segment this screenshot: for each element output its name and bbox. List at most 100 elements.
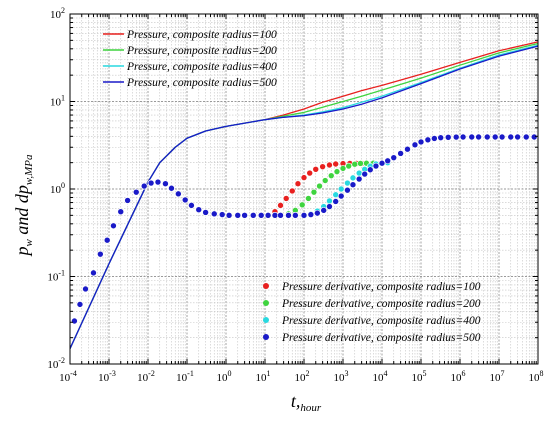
derivative-point bbox=[288, 187, 296, 195]
tick-base: 10 bbox=[490, 372, 502, 384]
derivative-point bbox=[507, 133, 515, 141]
derivative-point bbox=[310, 188, 318, 196]
derivative-point bbox=[372, 162, 380, 170]
tick-base: 10 bbox=[98, 372, 110, 384]
tick-base: 10 bbox=[256, 372, 268, 384]
derivative-point bbox=[305, 195, 312, 202]
x-tick-label: 10-3 bbox=[98, 369, 116, 384]
derivative-point bbox=[188, 202, 195, 209]
legend-label: Pressure, composite radius=500 bbox=[126, 77, 277, 89]
derivative-markers bbox=[71, 133, 538, 325]
legend-label: Pressure, composite radius=100 bbox=[126, 29, 277, 41]
derivative-point bbox=[257, 212, 265, 219]
tick-base: 10 bbox=[50, 184, 62, 196]
legend-derivative: Pressure derivative, composite radius=10… bbox=[263, 281, 481, 344]
derivative-point bbox=[234, 212, 242, 219]
derivative-point bbox=[312, 165, 320, 173]
derivative-point bbox=[355, 169, 363, 177]
derivative-point bbox=[300, 212, 308, 219]
legend-label: Pressure derivative, composite radius=10… bbox=[281, 281, 481, 293]
derivative-point bbox=[339, 165, 347, 172]
tick-labels: 10-4 10-3 10-2 10-1 100 101 102 103 104 105 106 107… bbox=[47, 6, 543, 384]
tick-exponent: 7 bbox=[501, 369, 505, 378]
tick-base: 10 bbox=[295, 372, 307, 384]
legend-marker-swatch bbox=[263, 317, 269, 323]
tick-exponent: -1 bbox=[187, 369, 194, 378]
y-axis-title: pw and dpw,MPa bbox=[12, 154, 35, 257]
pressure-line-4 bbox=[69, 45, 539, 349]
x-tick-label: 108 bbox=[529, 369, 544, 384]
derivative-point bbox=[344, 179, 351, 187]
derivative-point bbox=[332, 198, 340, 205]
tick-exponent: 8 bbox=[540, 369, 544, 378]
derivative-point bbox=[483, 133, 491, 141]
legend-label: Pressure, composite radius=400 bbox=[126, 61, 277, 73]
derivative-point bbox=[326, 161, 333, 169]
y-axis-title-main: p bbox=[12, 247, 32, 258]
tick-base: 10 bbox=[47, 272, 59, 284]
derivative-point bbox=[271, 212, 279, 219]
derivative-point bbox=[314, 209, 321, 217]
tick-base: 10 bbox=[50, 9, 62, 21]
derivative-point bbox=[97, 250, 104, 258]
derivative-point bbox=[285, 212, 292, 219]
axis-ticks bbox=[69, 13, 539, 365]
derivative-point bbox=[349, 181, 357, 188]
derivative-point bbox=[333, 168, 341, 175]
derivative-point bbox=[249, 212, 257, 219]
tick-exponent: -1 bbox=[58, 269, 65, 278]
derivative-point bbox=[264, 212, 272, 219]
tick-exponent: 0 bbox=[228, 369, 232, 378]
x-tick-label: 102 bbox=[295, 369, 310, 384]
x-tick-label: 100 bbox=[217, 369, 232, 384]
derivative-point bbox=[320, 207, 328, 214]
y-axis-title-middle: and dp bbox=[12, 185, 32, 239]
x-tick-label: 103 bbox=[334, 369, 349, 384]
derivative-point bbox=[210, 210, 218, 218]
legend-label: Pressure derivative, composite radius=50… bbox=[281, 332, 481, 344]
x-tick-label: 10-1 bbox=[176, 369, 194, 384]
y-tick-label: 101 bbox=[50, 94, 65, 109]
y-tick-label: 100 bbox=[50, 181, 65, 196]
derivative-point bbox=[452, 133, 460, 141]
derivative-point bbox=[162, 180, 169, 187]
derivative-point bbox=[319, 163, 326, 170]
tick-exponent: 0 bbox=[61, 181, 65, 190]
derivative-point bbox=[140, 182, 148, 190]
derivative-point bbox=[294, 180, 302, 187]
derivative-point bbox=[76, 301, 84, 308]
legend-label: Pressure derivative, composite radius=20… bbox=[281, 298, 481, 310]
legend-label: Pressure, composite radius=200 bbox=[126, 45, 277, 57]
x-tick-label: 105 bbox=[412, 369, 427, 384]
tick-base: 10 bbox=[59, 372, 71, 384]
derivative-point bbox=[491, 133, 499, 141]
derivative-point bbox=[298, 201, 306, 209]
x-tick-label: 104 bbox=[373, 369, 388, 384]
derivative-series-4 bbox=[71, 133, 538, 325]
derivative-point bbox=[110, 222, 117, 230]
derivative-point bbox=[71, 317, 78, 325]
tick-base: 10 bbox=[50, 97, 62, 109]
derivative-point bbox=[195, 206, 203, 213]
y-tick-label: 10-2 bbox=[47, 356, 65, 371]
tick-exponent: 6 bbox=[462, 369, 466, 378]
derivative-point bbox=[404, 145, 411, 153]
tick-exponent: 1 bbox=[267, 369, 271, 378]
derivative-point bbox=[316, 182, 323, 190]
derivative-point bbox=[321, 177, 329, 184]
x-tick-label: 10-2 bbox=[137, 369, 155, 384]
derivative-point bbox=[498, 133, 506, 141]
x-tick-label: 101 bbox=[256, 369, 271, 384]
derivative-point bbox=[168, 184, 175, 192]
derivative-point bbox=[437, 134, 445, 141]
x-tick-label: 106 bbox=[451, 369, 466, 384]
tick-exponent: 3 bbox=[345, 369, 349, 378]
derivative-point bbox=[357, 160, 364, 167]
derivative-point bbox=[522, 133, 530, 141]
tick-base: 10 bbox=[412, 372, 424, 384]
legend-pressure: Pressure, composite radius=100 Pressure, … bbox=[103, 29, 277, 89]
derivative-point bbox=[351, 160, 359, 168]
tick-base: 10 bbox=[176, 372, 188, 384]
tick-base: 10 bbox=[451, 372, 463, 384]
derivative-point bbox=[361, 170, 369, 178]
